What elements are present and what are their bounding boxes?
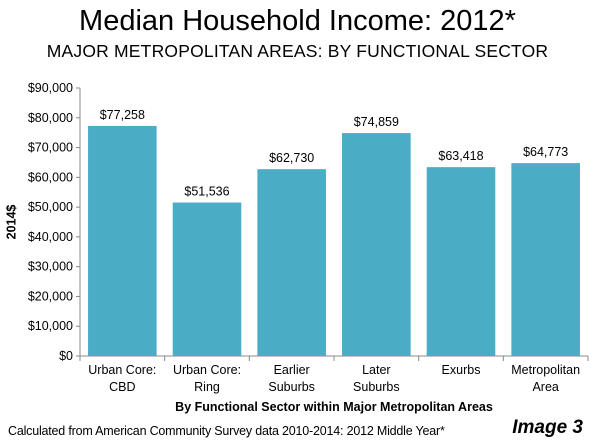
data-label: $77,258 <box>100 108 145 122</box>
y-tick-label: $50,000 <box>28 200 73 214</box>
x-tick-label: Suburbs <box>353 380 400 394</box>
data-label: $64,773 <box>523 145 568 159</box>
x-axis-title: By Functional Sector within Major Metrop… <box>175 400 493 414</box>
bar <box>342 133 411 356</box>
x-tick-label: Earlier <box>274 363 310 377</box>
source-note: Calculated from American Community Surve… <box>8 424 445 438</box>
y-tick-label: $80,000 <box>28 111 73 125</box>
data-label: $51,536 <box>184 185 229 199</box>
data-label: $63,418 <box>438 149 483 163</box>
bar <box>257 169 326 356</box>
x-tick-label: Later <box>362 363 391 377</box>
bar <box>511 163 580 356</box>
x-tick-label: Area <box>532 380 558 394</box>
y-tick-label: $40,000 <box>28 230 73 244</box>
data-label: $74,859 <box>354 115 399 129</box>
y-tick-label: $0 <box>59 349 73 363</box>
bar <box>172 202 242 356</box>
y-tick-label: $60,000 <box>28 170 73 184</box>
x-tick-label: Urban Core: <box>173 363 241 377</box>
x-tick-label: Ring <box>194 380 220 394</box>
x-tick-label: CBD <box>109 380 135 394</box>
x-tick-label: Urban Core: <box>88 363 156 377</box>
bar <box>88 125 157 357</box>
y-axis-title: 2014$ <box>4 205 18 240</box>
y-tick-label: $70,000 <box>28 141 73 155</box>
y-tick-label: $90,000 <box>28 81 73 95</box>
y-tick-label: $30,000 <box>28 260 73 274</box>
x-tick-label: Exurbs <box>442 363 481 377</box>
image-label: Image 3 <box>512 417 583 438</box>
y-tick-label: $10,000 <box>28 319 73 333</box>
chart-title: Median Household Income: 2012* <box>79 5 516 37</box>
chart-subtitle: MAJOR METROPOLITAN AREAS: BY FUNCTIONAL … <box>46 41 549 61</box>
y-tick-label: $20,000 <box>28 289 73 303</box>
data-label: $62,730 <box>269 151 314 165</box>
x-tick-label: Metropolitan <box>511 363 580 377</box>
bar <box>426 167 496 356</box>
x-tick-label: Suburbs <box>268 380 315 394</box>
